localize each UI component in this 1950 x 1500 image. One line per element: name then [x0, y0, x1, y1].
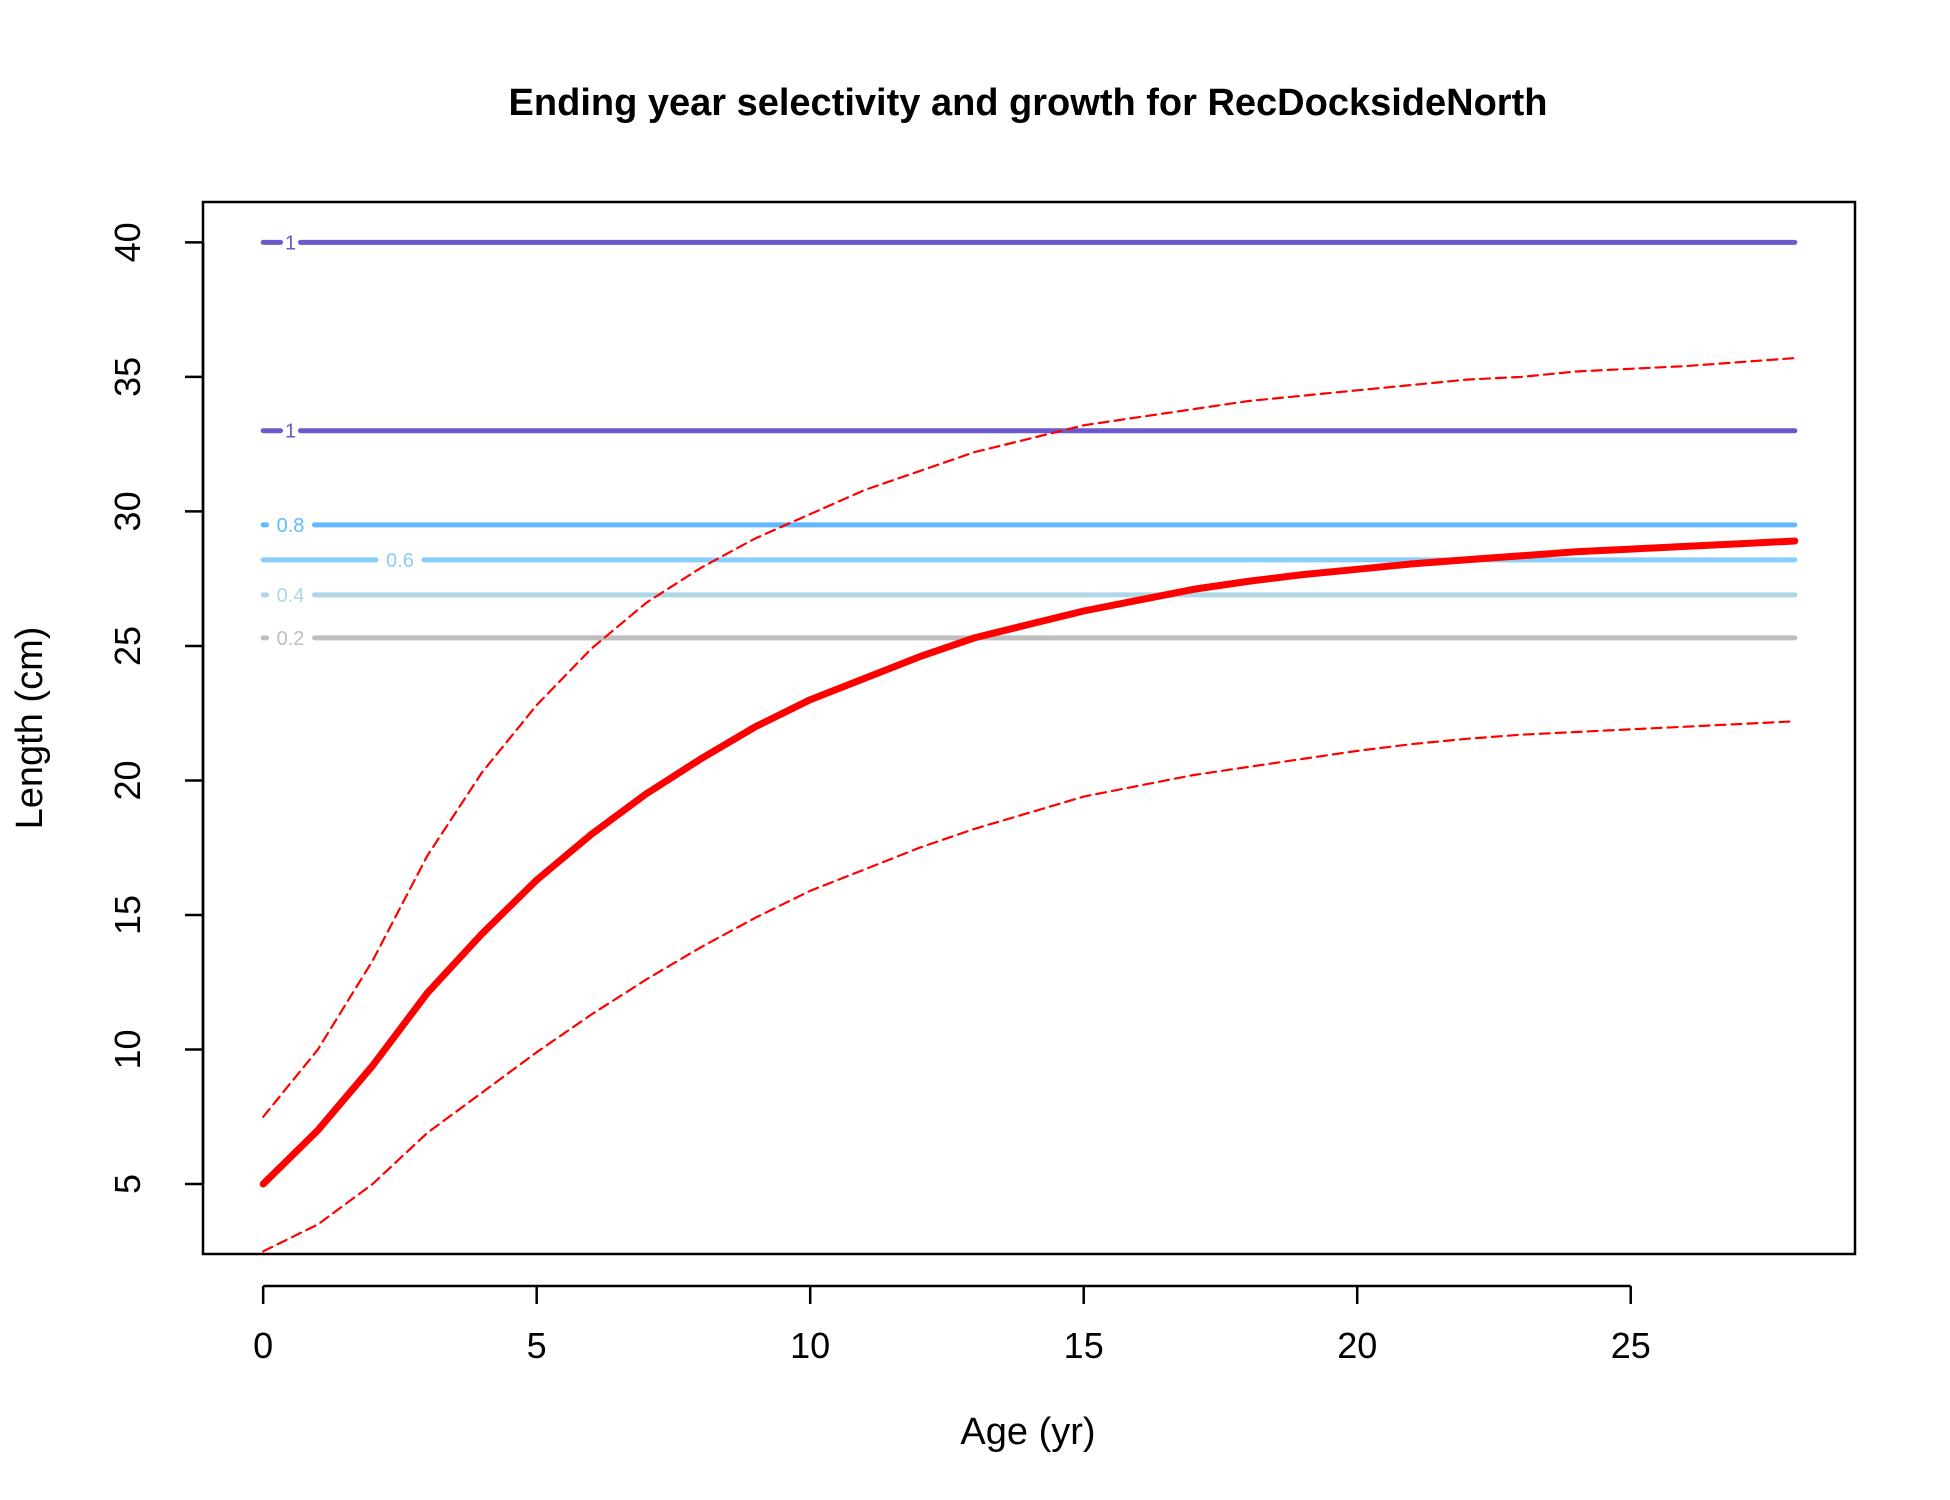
x-tick-label-4: 20 [1337, 1325, 1377, 1366]
growth-mean-line [259, 537, 1799, 1188]
contour-label-0: 1 [285, 232, 296, 254]
y-tick-label-4: 25 [107, 626, 148, 666]
growth-interval-line-2 [262, 720, 1796, 1253]
x-tick-label-1: 5 [527, 1325, 547, 1366]
plot-border [201, 200, 1857, 1256]
x-axis-label: Age (yr) [960, 1411, 1095, 1453]
y-tick-label-3: 20 [107, 760, 148, 800]
chart-title: Ending year selectivity and growth for R… [509, 82, 1548, 124]
contour-label-2: 0.8 [277, 515, 305, 537]
y-tick-label-0: 5 [107, 1174, 148, 1194]
contour-label-1: 1 [285, 421, 296, 443]
x-tick-label-0: 0 [253, 1325, 273, 1366]
x-tick-label-5: 25 [1611, 1325, 1651, 1366]
y-axis-label: Length (cm) [9, 627, 51, 830]
plot-area: 1 1 0.8 0.6 0.4 0.2 0 5 10 15 20 25 5 10 15 20 25 30 35 40 [107, 200, 1857, 1366]
y-tick-label-6: 35 [107, 357, 148, 397]
x-tick-label-2: 10 [790, 1325, 830, 1366]
y-tick-label-5: 30 [107, 491, 148, 531]
contour-label-4: 0.4 [277, 585, 305, 607]
contour-label-3: 0.6 [386, 550, 414, 572]
y-tick-label-1: 10 [107, 1029, 148, 1069]
y-tick-label-2: 15 [107, 895, 148, 935]
y-tick-label-7: 40 [107, 222, 148, 262]
x-tick-label-3: 15 [1064, 1325, 1104, 1366]
growth-interval-line-1 [262, 357, 1796, 1118]
contour-label-5: 0.2 [277, 628, 305, 650]
